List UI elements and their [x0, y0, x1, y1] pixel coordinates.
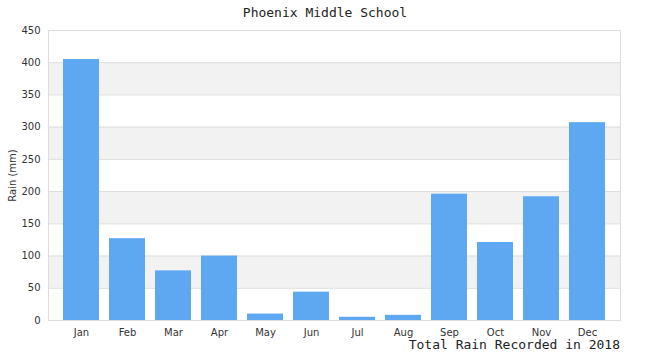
svg-text:0: 0: [34, 315, 40, 326]
svg-text:Dec: Dec: [578, 327, 597, 338]
svg-text:350: 350: [21, 89, 40, 100]
svg-text:300: 300: [21, 121, 40, 132]
html-text:Phoenix Middle School: Phoenix Middle School: [242, 5, 408, 20]
svg-text:100: 100: [21, 250, 40, 261]
svg-text:450: 450: [21, 25, 40, 36]
svg-text:400: 400: [21, 57, 40, 68]
svg-text:Apr: Apr: [211, 327, 229, 338]
svg-text:Oct: Oct: [487, 327, 504, 338]
svg-text:200: 200: [21, 186, 40, 197]
svg-text:50: 50: [28, 282, 41, 293]
svg-text:Jan: Jan: [73, 327, 89, 338]
svg-text:Jun: Jun: [303, 327, 320, 338]
svg-text:Nov: Nov: [532, 327, 552, 338]
svg-text:May: May: [255, 327, 276, 338]
svg-text:250: 250: [21, 154, 40, 165]
svg-text:Jul: Jul: [350, 327, 363, 338]
svg-text:Mar: Mar: [164, 327, 184, 338]
svg-text:Rain (mm): Rain (mm): [7, 149, 18, 202]
svg-text:150: 150: [21, 218, 40, 229]
svg-text:Sep: Sep: [440, 327, 459, 338]
svg-text:Feb: Feb: [119, 327, 137, 338]
html-text:Total Rain Recorded in 2018: Total Rain Recorded in 2018: [408, 337, 620, 352]
svg-text:Aug: Aug: [394, 327, 414, 338]
